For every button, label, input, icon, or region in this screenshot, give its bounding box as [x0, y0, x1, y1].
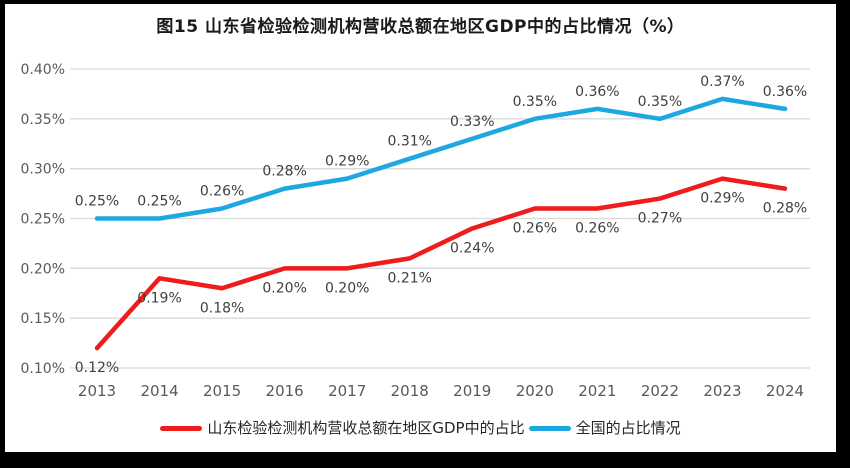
series-line-shandong	[94, 176, 788, 351]
plot-area: 0.10% 0.15% 0.20% 0.25% 0.30% 0.35% 0.40% 2013 2…	[21, 62, 810, 400]
data-label-shandong: 0.19%	[137, 290, 181, 306]
y-axis-tick-label: 0.20%	[21, 261, 65, 277]
data-label-shandong: 0.27%	[638, 211, 682, 227]
data-label-shandong: 0.28%	[763, 201, 807, 217]
data-label-national: 0.36%	[575, 84, 619, 100]
legend-marker-shandong-line	[160, 425, 203, 431]
x-axis-tick-label: 2014	[140, 382, 178, 400]
data-label-shandong: 0.29%	[700, 191, 744, 207]
x-axis-tick-label: 2024	[766, 382, 804, 400]
legend-marker-national-line	[528, 425, 571, 431]
data-label-national: 0.35%	[638, 94, 682, 110]
x-axis-tick-label: 2018	[391, 382, 429, 400]
data-label-national: 0.31%	[387, 134, 431, 150]
x-axis-tick-label: 2021	[578, 382, 616, 400]
x-axis-tick-label: 2017	[328, 382, 366, 400]
data-label-national: 0.35%	[513, 94, 557, 110]
data-label-shandong: 0.12%	[75, 360, 119, 376]
x-axis-tick-label: 2013	[78, 382, 116, 400]
x-axis-tick-label: 2015	[203, 382, 241, 400]
y-axis-tick-label: 0.35%	[21, 112, 65, 128]
y-axis-tick-label: 0.40%	[21, 62, 65, 78]
legend-label-national: 全国的占比情况	[575, 419, 681, 437]
series-line-national	[94, 96, 788, 221]
y-axis-tick-label: 0.25%	[21, 212, 65, 228]
y-axis-tick-label: 0.15%	[21, 311, 65, 327]
data-label-shandong: 0.21%	[387, 270, 431, 286]
data-label-shandong: 0.24%	[450, 240, 494, 256]
data-label-national: 0.26%	[200, 184, 244, 200]
x-axis-tick-label: 2019	[453, 382, 491, 400]
data-label-shandong: 0.20%	[262, 280, 306, 296]
legend: 山东检验检测机构营收总额在地区GDP中的占比 全国的占比情况	[5, 417, 836, 439]
data-label-national: 0.36%	[763, 84, 807, 100]
x-axis-tick-label: 2016	[266, 382, 304, 400]
data-label-shandong: 0.20%	[325, 280, 369, 296]
data-label-national: 0.33%	[450, 114, 494, 130]
data-label-national: 0.28%	[262, 164, 306, 180]
y-axis-tick-label: 0.10%	[21, 361, 65, 377]
legend-label-shandong: 山东检验检测机构营收总额在地区GDP中的占比	[207, 419, 525, 437]
chart-title: 图15 山东省检验检测机构营收总额在地区GDP中的占比情况（%）	[156, 17, 685, 37]
x-axis-tick-label: 2022	[641, 382, 679, 400]
x-axis-tick-label: 2020	[516, 382, 554, 400]
data-label-national: 0.25%	[137, 194, 181, 210]
data-label-shandong: 0.26%	[575, 221, 619, 237]
y-axis-tick-label: 0.30%	[21, 162, 65, 178]
data-label-national: 0.37%	[700, 74, 744, 90]
x-axis-tick-label: 2023	[703, 382, 741, 400]
data-label-national: 0.29%	[325, 154, 369, 170]
data-label-shandong: 0.26%	[513, 221, 557, 237]
data-label-shandong: 0.18%	[200, 300, 244, 316]
data-label-national: 0.25%	[75, 194, 119, 210]
